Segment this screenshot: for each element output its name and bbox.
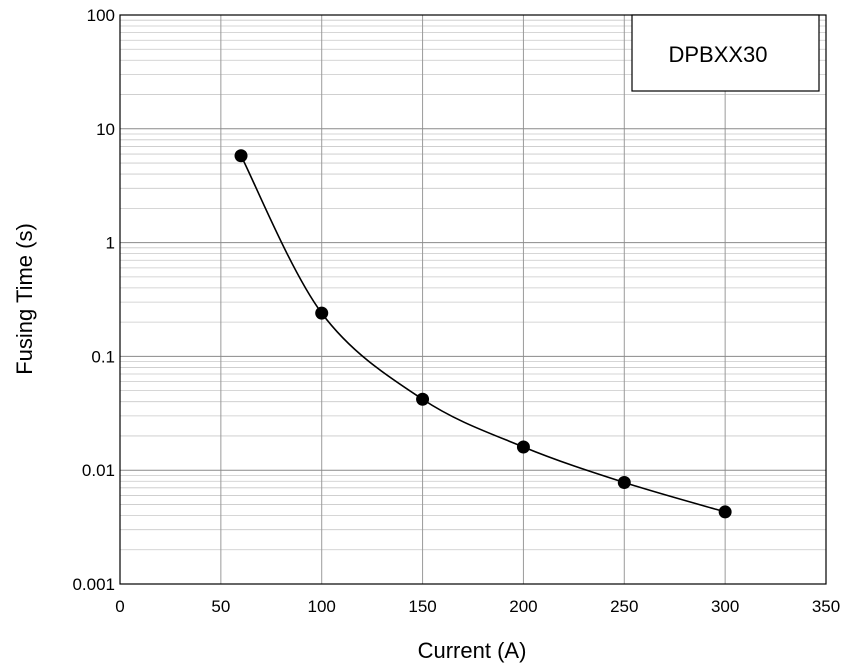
- y-axis-tick-labels: 0.001 0.01 0.1 1 10 100: [72, 6, 115, 594]
- x-tick-label: 250: [610, 597, 638, 616]
- fusing-curve-line: [240, 155, 726, 513]
- data-point: [416, 392, 430, 406]
- y-tick-label: 0.01: [82, 461, 115, 480]
- legend-box: DPBXX30: [631, 14, 820, 92]
- x-tick-label: 50: [211, 597, 230, 616]
- y-tick-label: 0.1: [91, 347, 115, 366]
- x-tick-label: 100: [308, 597, 336, 616]
- y-tick-label: 0.001: [72, 575, 115, 594]
- major-gridlines: [119, 14, 827, 585]
- x-tick-label: 200: [509, 597, 537, 616]
- x-tick-label: 350: [812, 597, 840, 616]
- data-points: [234, 149, 732, 519]
- data-point: [617, 475, 631, 489]
- plot-area-frame: [119, 14, 827, 585]
- x-axis-tick-labels: 0 50 100 150 200 250 300 350: [115, 597, 840, 616]
- data-point: [516, 440, 530, 454]
- y-tick-label: 100: [87, 6, 115, 25]
- y-axis-title: Fusing Time (s): [12, 223, 37, 375]
- y-tick-label: 10: [96, 120, 115, 139]
- x-tick-label: 0: [115, 597, 124, 616]
- data-point: [718, 505, 732, 519]
- data-point: [315, 306, 329, 320]
- legend-label: DPBXX30: [668, 42, 767, 67]
- x-axis-title: Current (A): [418, 638, 527, 663]
- x-tick-label: 300: [711, 597, 739, 616]
- x-tick-label: 150: [408, 597, 436, 616]
- data-point: [234, 149, 248, 163]
- y-tick-label: 1: [106, 234, 115, 253]
